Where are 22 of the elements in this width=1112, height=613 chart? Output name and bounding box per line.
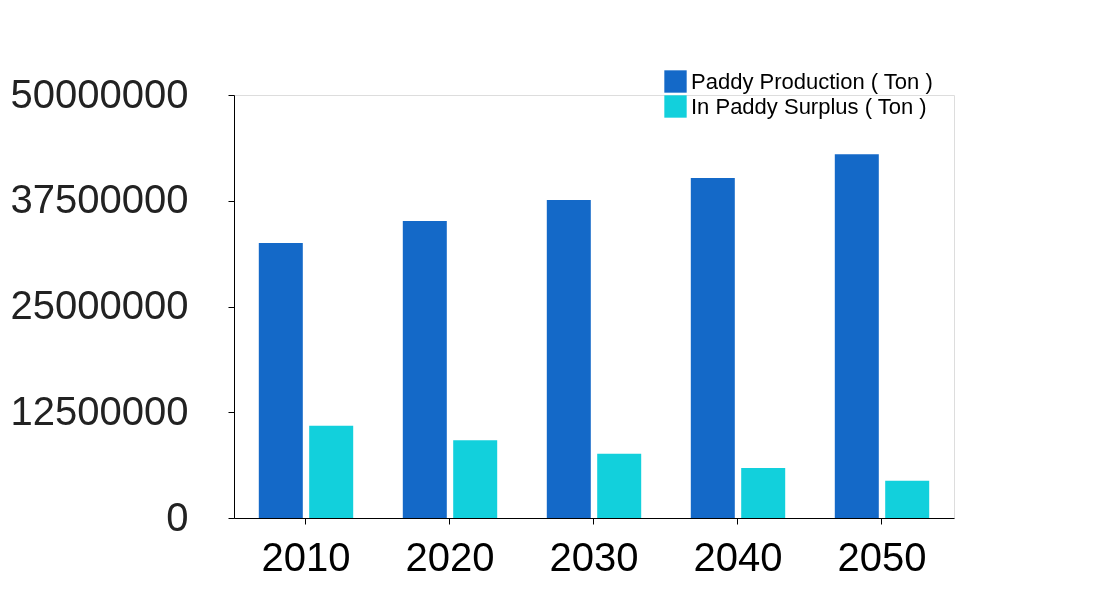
x-tick-label: 2050 (837, 534, 927, 579)
y-tick-label: 50000000 (10, 71, 189, 116)
bar (885, 480, 930, 518)
bar (597, 453, 642, 518)
bar (402, 221, 447, 518)
legend-label: In Paddy Surplus ( Ton ) (691, 93, 927, 119)
x-tick-label: 2010 (261, 534, 351, 579)
bar (309, 425, 354, 518)
y-tick-label: 37500000 (10, 177, 189, 222)
bar (453, 440, 498, 518)
y-tick-label: 12500000 (10, 388, 189, 433)
x-tick-label: 2040 (693, 534, 783, 579)
bar (690, 177, 735, 518)
y-tick-label: 0 (166, 494, 189, 539)
y-tick-label: 25000000 (10, 283, 189, 327)
x-tick-label: 2030 (549, 534, 639, 579)
bar (258, 243, 303, 518)
legend-label: Paddy Production ( Ton ) (691, 68, 933, 94)
bar (741, 468, 786, 518)
x-tick-label: 2020 (405, 534, 495, 579)
bar (834, 154, 879, 518)
bar (546, 199, 591, 518)
